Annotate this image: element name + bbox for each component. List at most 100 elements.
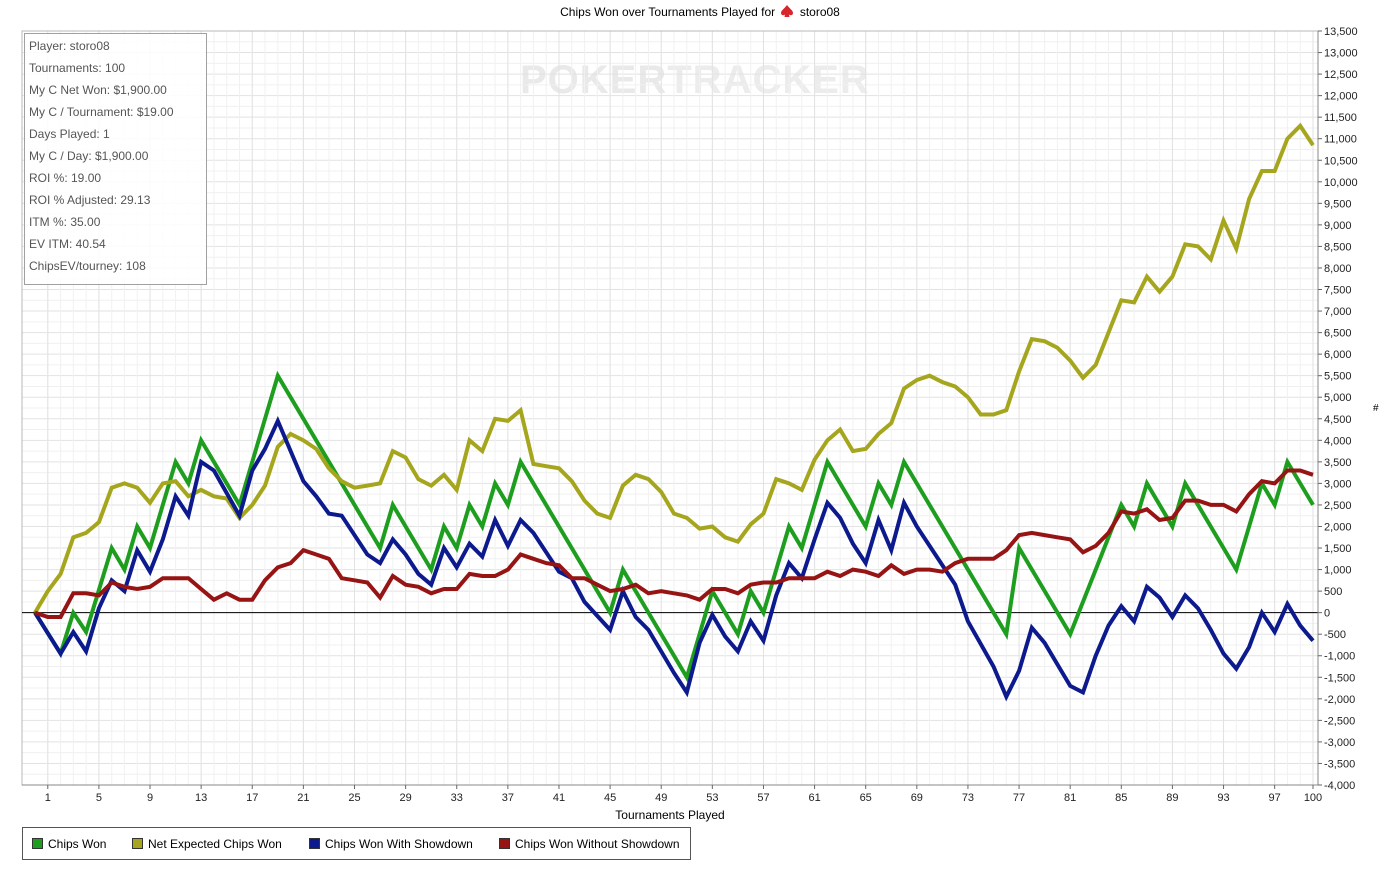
y-tick-label: 12,500 — [1324, 69, 1358, 81]
legend-item: Chips Won With Showdown — [309, 837, 473, 851]
legend-label: Chips Won With Showdown — [325, 837, 473, 851]
x-tick-label: 73 — [962, 792, 974, 804]
x-tick-label: 100 — [1304, 792, 1322, 804]
x-tick-label: 1 — [45, 792, 51, 804]
spade-icon — [781, 5, 794, 17]
x-tick-label: 53 — [706, 792, 718, 804]
stat-line: Days Played: 1 — [29, 127, 110, 141]
y-tick-label: 1,000 — [1324, 565, 1352, 577]
series-line-net-expected-chips-won — [33, 122, 1315, 614]
y-tick-label: 3,000 — [1324, 478, 1352, 490]
y-tick-label: 10,000 — [1324, 177, 1358, 189]
y-axis-label: # — [1373, 403, 1379, 414]
y-tick-label: 10,500 — [1324, 155, 1358, 167]
legend-label: Net Expected Chips Won — [148, 837, 282, 851]
y-tick-label: -3,500 — [1324, 758, 1355, 770]
series-line-chips-won-without-showdown — [34, 468, 1314, 619]
x-tick-label: 65 — [860, 792, 872, 804]
stat-line: ROI %: 19.00 — [29, 171, 102, 185]
legend-item: Chips Won Without Showdown — [499, 837, 680, 851]
stat-line: ITM %: 35.00 — [29, 215, 101, 229]
stat-line: My C Net Won: $1,900.00 — [29, 83, 167, 97]
legend-item: Net Expected Chips Won — [132, 837, 282, 851]
grid-layer — [22, 30, 1318, 786]
y-tick-label: 8,500 — [1324, 241, 1352, 253]
legend-label: Chips Won — [48, 837, 107, 851]
stat-line: ChipsEV/tourney: 108 — [29, 259, 146, 273]
y-tick-label: 2,000 — [1324, 521, 1352, 533]
x-axis-label: Tournaments Played — [615, 808, 725, 822]
stats-box: Player: storo08 Tournaments: 100 My C Net … — [24, 33, 207, 285]
series-line-chips-won-with-showdown — [33, 415, 1315, 702]
x-tick-label: 81 — [1064, 792, 1076, 804]
x-tick-label: 13 — [195, 792, 207, 804]
y-tick-label: 7,000 — [1324, 306, 1352, 318]
stat-line: My C / Tournament: $19.00 — [29, 105, 174, 119]
y-tick-label: -500 — [1324, 629, 1346, 641]
stat-line: My C / Day: $1,900.00 — [29, 149, 149, 163]
x-tick-label: 57 — [757, 792, 769, 804]
y-tick-label: 2,500 — [1324, 500, 1352, 512]
y-tick-label: 13,500 — [1324, 26, 1358, 38]
y-tick-label: -1,000 — [1324, 651, 1355, 663]
x-tick-label: 89 — [1166, 792, 1178, 804]
y-tick-label: 500 — [1324, 586, 1342, 598]
x-tick-label: 25 — [348, 792, 360, 804]
y-tick-label: -2,500 — [1324, 715, 1355, 727]
x-tick-label: 45 — [604, 792, 616, 804]
chart-title-text: Chips Won over Tournaments Played for — [560, 5, 776, 19]
y-tick-label: 11,000 — [1324, 134, 1357, 146]
y-tick-label: -2,000 — [1324, 694, 1355, 706]
x-tick-label: 41 — [553, 792, 565, 804]
y-tick-label: 4,000 — [1324, 435, 1352, 447]
legend-swatch — [32, 838, 43, 849]
y-tick-label: 3,500 — [1324, 457, 1352, 469]
chart-title: Chips Won over Tournaments Played for st… — [0, 4, 1400, 19]
legend-swatch — [499, 838, 510, 849]
x-tick-label: 61 — [808, 792, 820, 804]
y-tick-label: 11,500 — [1324, 112, 1357, 124]
y-tick-label: 5,000 — [1324, 392, 1352, 404]
legend-swatch — [132, 838, 143, 849]
x-tick-label: 77 — [1013, 792, 1025, 804]
series-layer — [33, 122, 1315, 702]
legend-item: Chips Won — [32, 837, 106, 851]
y-tick-label: -1,500 — [1324, 672, 1355, 684]
x-tick-label: 97 — [1269, 792, 1281, 804]
x-tick-label: 9 — [147, 792, 153, 804]
y-tick-label: 6,000 — [1324, 349, 1352, 361]
y-tick-label: 9,000 — [1324, 220, 1352, 232]
x-tick-label: 37 — [502, 792, 514, 804]
x-tick-label: 29 — [399, 792, 411, 804]
x-tick-label: 49 — [655, 792, 667, 804]
x-tick-label: 17 — [246, 792, 258, 804]
x-tick-label: 5 — [96, 792, 102, 804]
series-line-chips-won — [33, 370, 1315, 683]
y-tick-label: 0 — [1324, 608, 1330, 620]
pokertracker-watermark-logo: POKERTRACKER — [520, 58, 870, 102]
y-tick-label: 5,500 — [1324, 371, 1352, 383]
chart-title-player: storo08 — [799, 5, 840, 19]
x-tick-label: 69 — [911, 792, 923, 804]
x-tick-label: 33 — [451, 792, 463, 804]
y-tick-label: 9,500 — [1324, 198, 1352, 210]
y-tick-label: -3,000 — [1324, 737, 1355, 749]
x-tick-label: 21 — [297, 792, 309, 804]
stat-line: ROI % Adjusted: 29.13 — [29, 193, 151, 207]
y-tick-label: 12,000 — [1324, 91, 1358, 103]
legend-label: Chips Won Without Showdown — [515, 837, 680, 851]
x-tick-label: 85 — [1115, 792, 1127, 804]
stat-line: Player: storo08 — [29, 39, 110, 53]
y-tick-label: 8,000 — [1324, 263, 1352, 275]
y-tick-label: 7,500 — [1324, 285, 1352, 297]
legend: Chips Won Net Expected Chips Won Chips Won… — [22, 827, 691, 860]
y-tick-label: 1,500 — [1324, 543, 1352, 555]
legend-swatch — [309, 838, 320, 849]
stat-line: EV ITM: 40.54 — [29, 237, 106, 251]
y-tick-label: 13,000 — [1324, 48, 1358, 60]
y-tick-label: -4,000 — [1324, 780, 1355, 792]
x-tick-label: 93 — [1217, 792, 1229, 804]
y-tick-label: 4,500 — [1324, 414, 1352, 426]
y-tick-label: 6,500 — [1324, 328, 1352, 340]
